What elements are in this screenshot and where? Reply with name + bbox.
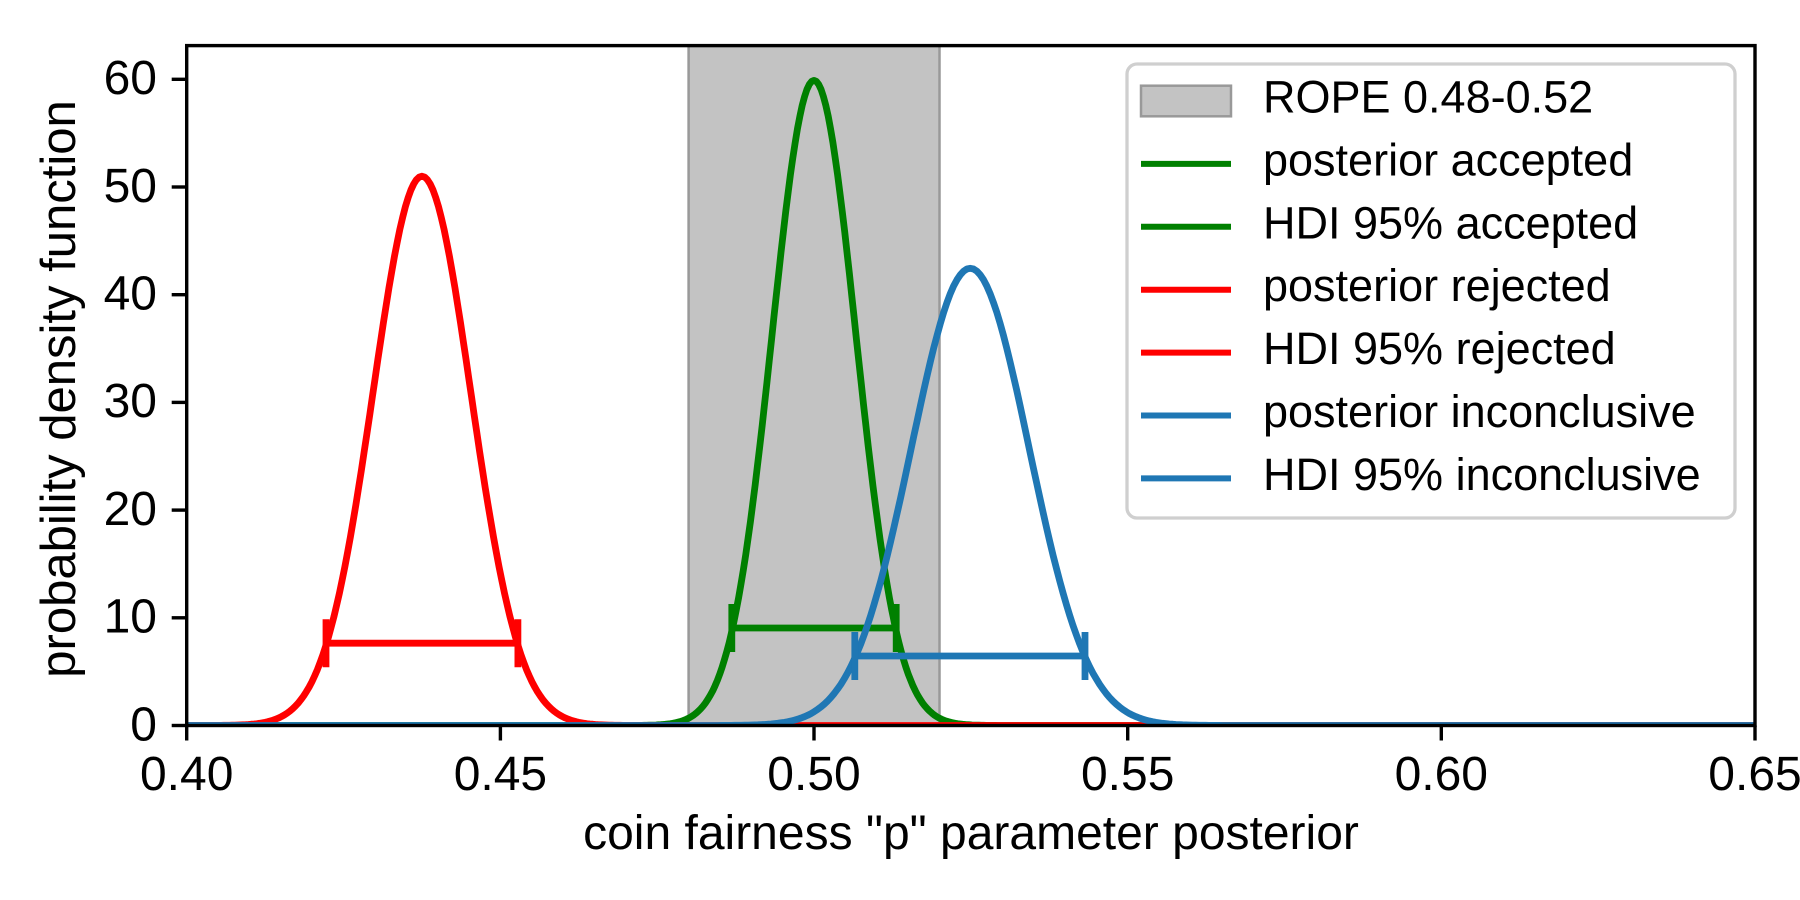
svg-text:50: 50 — [104, 160, 157, 213]
svg-text:posterior inconclusive: posterior inconclusive — [1263, 386, 1696, 437]
svg-text:probability density function: probability density function — [32, 100, 86, 677]
svg-text:posterior rejected: posterior rejected — [1263, 260, 1611, 311]
svg-text:0: 0 — [130, 698, 157, 751]
svg-text:ROPE 0.48-0.52: ROPE 0.48-0.52 — [1263, 72, 1593, 123]
svg-text:HDI 95% rejected: HDI 95% rejected — [1263, 323, 1616, 374]
svg-text:0.40: 0.40 — [140, 748, 233, 801]
svg-text:0.45: 0.45 — [454, 748, 547, 801]
svg-text:40: 40 — [104, 268, 157, 321]
svg-text:coin fairness "p" parameter po: coin fairness "p" parameter posterior — [583, 807, 1359, 860]
svg-text:10: 10 — [104, 591, 157, 644]
svg-text:0.55: 0.55 — [1081, 748, 1174, 801]
svg-text:posterior accepted: posterior accepted — [1263, 134, 1633, 185]
svg-text:0.50: 0.50 — [767, 748, 860, 801]
svg-text:0.65: 0.65 — [1708, 748, 1800, 801]
svg-text:HDI 95% accepted: HDI 95% accepted — [1263, 197, 1638, 248]
svg-text:20: 20 — [104, 483, 157, 536]
svg-text:0.60: 0.60 — [1395, 748, 1488, 801]
svg-text:HDI 95% inconclusive: HDI 95% inconclusive — [1263, 449, 1701, 500]
svg-text:60: 60 — [104, 52, 157, 105]
svg-text:30: 30 — [104, 375, 157, 428]
